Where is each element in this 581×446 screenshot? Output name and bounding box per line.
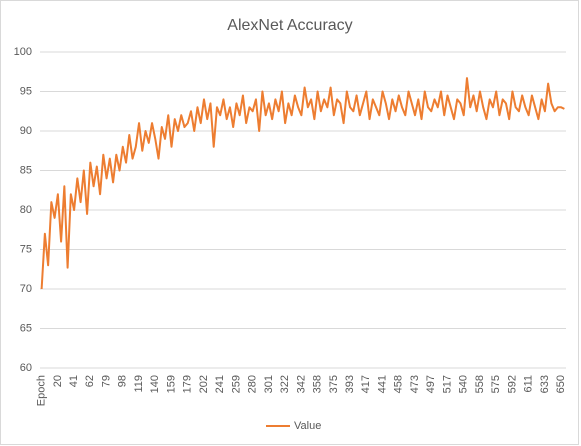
y-tick-label: 100 [14,46,32,58]
y-tick-label: 65 [20,322,32,334]
x-tick-label: 140 [149,375,161,393]
x-tick-label: 473 [409,375,421,393]
x-tick-label: 417 [360,375,372,393]
data-line [40,77,565,290]
x-tick-label: 358 [312,375,324,393]
x-tick-label: 322 [279,375,291,393]
x-tick-label: 650 [555,375,567,393]
x-tick-label: 119 [133,375,145,393]
y-tick-label: 60 [20,362,32,374]
x-tick-label: 259 [230,375,242,393]
y-tick-label: 85 [20,164,32,176]
chart-title: AlexNet Accuracy [227,17,352,34]
x-tick-label: 441 [376,375,388,393]
x-tick-label: 592 [506,375,518,393]
x-tick-label: 280 [247,375,259,393]
x-tick-label: 41 [68,375,80,387]
x-tick-label: 301 [263,375,275,393]
x-tick-label: Epoch [36,375,48,406]
y-tick-label: 75 [20,243,32,255]
y-tick-label: 90 [20,125,32,137]
x-tick-label: 558 [474,375,486,393]
x-tick-label: 241 [214,375,226,393]
x-tick-label: 633 [539,375,551,393]
x-tick-label: 458 [393,375,405,393]
x-tick-label: 540 [458,375,470,393]
x-tick-label: 575 [490,375,502,393]
x-tick-label: 179 [182,375,194,393]
x-tick-label: 159 [165,375,177,393]
x-tick-label: 202 [198,375,210,393]
x-tick-label: 342 [295,375,307,393]
x-tick-label: 98 [117,375,129,387]
legend-label: Value [294,420,321,432]
x-tick-label: 375 [328,375,340,393]
x-tick-label: 62 [84,375,96,387]
y-tick-label: 80 [20,204,32,216]
x-tick-label: 79 [100,375,112,387]
x-tick-label: 611 [523,375,535,393]
y-tick-label: 70 [20,283,32,295]
x-tick-label: 497 [425,375,437,393]
y-tick-label: 95 [20,85,32,97]
x-tick-label: 20 [52,375,64,387]
x-tick-label: 517 [441,375,453,393]
x-tick-label: 393 [344,375,356,393]
